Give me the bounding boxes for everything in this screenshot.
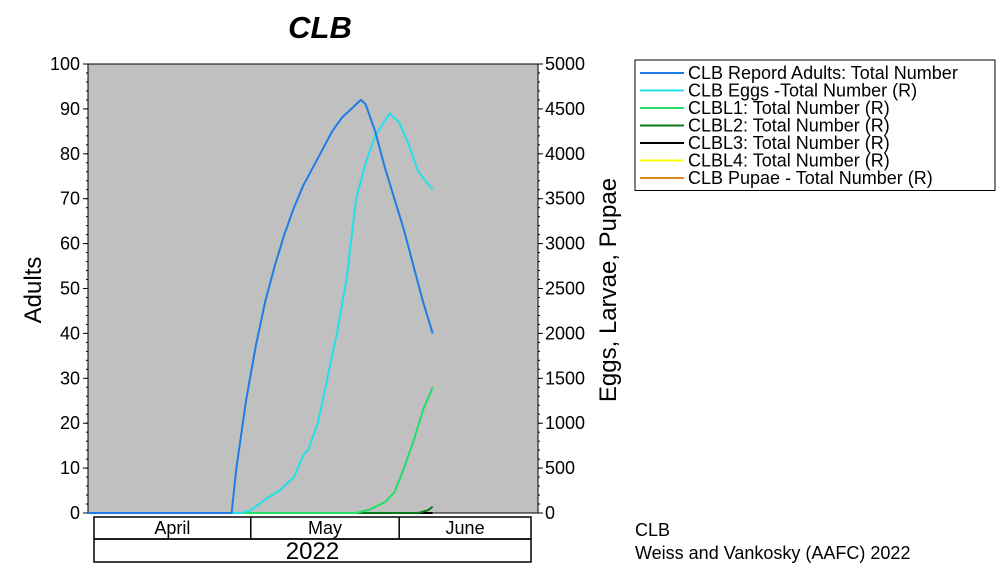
y2-tick-label: 1000	[545, 413, 585, 433]
y-tick-label: 10	[60, 458, 80, 478]
plot-area	[87, 63, 539, 514]
month-label: May	[308, 518, 342, 538]
series-line-2	[88, 386, 434, 514]
y2-tick-label: 4000	[545, 144, 585, 164]
legend-label: CLB Eggs -Total Number (R)	[688, 81, 917, 101]
month-axis: April May June 2022	[93, 516, 532, 565]
y2-tick-label: 5000	[545, 54, 585, 74]
y2-tick-label: 2000	[545, 323, 585, 343]
y2-tick-label: 4500	[545, 99, 585, 119]
legend-label: CLBL3: Total Number (R)	[688, 133, 890, 153]
series-line-0	[88, 98, 434, 514]
series-group	[88, 98, 434, 514]
y2-tick-label: 2500	[545, 279, 585, 299]
y2-tick-label: 3500	[545, 189, 585, 209]
month-label: April	[154, 518, 190, 538]
legend-label: CLBL4: Total Number (R)	[688, 151, 890, 171]
series-line-1	[88, 112, 434, 514]
y-tick-label: 20	[60, 413, 80, 433]
y2-tick-label: 3000	[545, 234, 585, 254]
year-label: 2022	[286, 538, 339, 565]
y2-tick-label: 1500	[545, 368, 585, 388]
credit-line-2: Weiss and Vankosky (AAFC) 2022	[635, 543, 910, 563]
y-tick-label: 80	[60, 144, 80, 164]
y-tick-label: 100	[50, 54, 80, 74]
chart-title: CLB	[288, 10, 352, 45]
y-tick-label: 90	[60, 99, 80, 119]
y2-tick-label: 0	[545, 503, 555, 523]
credit-line-1: CLB	[635, 520, 670, 540]
right-axis: 0 500 1000 1500 2000 2500 3000 3500 4000 4500 5000	[538, 54, 585, 523]
legend-label: CLBL1: Total Number (R)	[688, 98, 890, 118]
y-tick-label: 40	[60, 323, 80, 343]
y-axis-title: Adults	[20, 257, 47, 324]
y2-tick-label: 500	[545, 458, 575, 478]
legend-label: CLB Repord Adults: Total Number	[688, 63, 958, 83]
legend-label: CLB Pupae - Total Number (R)	[688, 168, 933, 188]
y2-axis-title: Eggs, Larvae, Pupae	[595, 178, 622, 402]
year-row-box	[93, 538, 532, 563]
y-tick-label: 50	[60, 279, 80, 299]
left-axis: 0 10 20 30 40 50 60 70 80 90 100	[50, 54, 88, 523]
month-label: June	[446, 518, 485, 538]
legend-label: CLBL2: Total Number (R)	[688, 116, 890, 136]
y-tick-label: 70	[60, 189, 80, 209]
legend-box	[634, 59, 996, 191]
y-tick-label: 0	[70, 503, 80, 523]
y-tick-label: 30	[60, 368, 80, 388]
y-tick-label: 60	[60, 234, 80, 254]
